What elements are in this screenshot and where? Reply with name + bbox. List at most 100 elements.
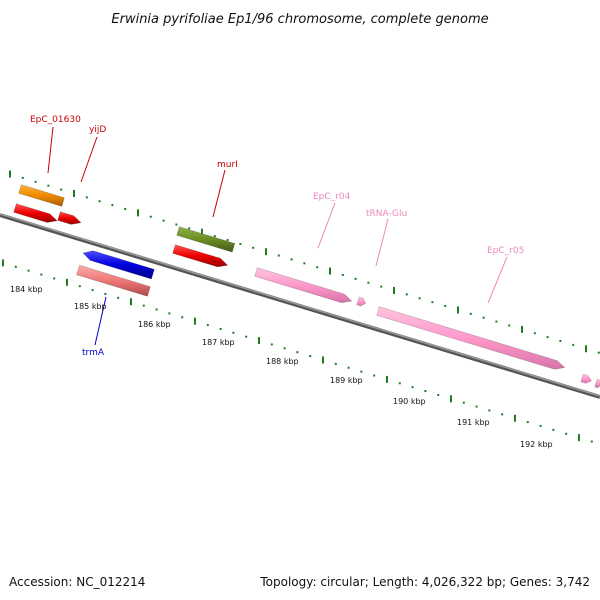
- feature-epc-01630-red: [13, 203, 58, 223]
- outer-track-minor-dot: [277, 254, 280, 257]
- inner-track-minor-dot: [590, 440, 593, 443]
- outer-track-minor-dot: [226, 239, 229, 242]
- label-epc-01630: EpC_01630: [30, 115, 81, 125]
- inner-track-minor-dot: [155, 308, 158, 311]
- inner-track-minor-dot: [14, 265, 17, 268]
- outer-track-minor-dot: [239, 242, 242, 245]
- inner-track-minor-dot: [296, 351, 299, 354]
- outer-track-minor-dot: [188, 227, 191, 230]
- inner-track-minor-dot: [53, 277, 56, 280]
- inner-track-minor-dot: [78, 285, 81, 288]
- inner-track-minor-dot: [168, 312, 171, 315]
- outer-track-minor-dot: [508, 324, 511, 327]
- label-yijd: yijD: [89, 125, 106, 135]
- inner-track-minor-dot: [40, 273, 43, 276]
- outer-track-minor-dot: [533, 332, 536, 335]
- inner-track-minor-dot: [232, 331, 235, 334]
- feature-muri-red: [172, 244, 229, 268]
- outer-track-minor-dot: [495, 320, 498, 323]
- inner-track-minor-dot: [360, 370, 363, 373]
- inner-track-minor-dot: [526, 421, 529, 424]
- outer-track-minor-dot: [380, 285, 383, 288]
- outer-track-minor-dot: [47, 184, 50, 187]
- outer-track-minor-dot: [290, 258, 293, 261]
- label-trma: trmA: [82, 348, 105, 358]
- callout-trma: [94, 296, 107, 346]
- tick-label-186: 186 kbp: [138, 320, 171, 329]
- outer-track-minor-dot: [111, 204, 114, 207]
- tick-label-184: 184 kbp: [10, 285, 43, 294]
- callout-trna-glu: [375, 218, 389, 267]
- outer-track-minor-dot: [572, 343, 575, 346]
- tick-label-189: 189 kbp: [330, 376, 363, 385]
- inner-track-minor-dot: [347, 366, 350, 369]
- inner-track-minor-dot: [181, 316, 184, 319]
- backbone: [0, 213, 600, 399]
- feature-trna-glu-pink: [356, 296, 367, 307]
- inner-track-minor-dot: [309, 355, 312, 358]
- outer-track-minor-dot: [469, 312, 472, 315]
- callout-yijd: [80, 136, 98, 183]
- outer-track-minor-dot: [60, 188, 63, 191]
- inner-track-minor-dot: [91, 289, 94, 292]
- accession-text: Accession: NC_012214: [9, 575, 145, 589]
- outer-track-minor-dot: [341, 273, 344, 276]
- outer-track-minor-dot: [482, 316, 485, 319]
- inner-track-minor-dot: [373, 374, 376, 377]
- label-trna-glu: tRNA-Glu: [366, 209, 407, 219]
- inner-track-minor-dot: [334, 362, 337, 365]
- feature-yijd-red: [57, 211, 82, 225]
- inner-track-minor-dot: [398, 382, 401, 385]
- callout-muri: [212, 169, 226, 218]
- tick-label-185: 185 kbp: [74, 302, 107, 311]
- outer-track-minor-dot: [405, 293, 408, 296]
- inner-track-minor-dot: [27, 269, 30, 272]
- feature-next-pink-1: [580, 373, 593, 384]
- outer-track-minor-dot: [316, 266, 319, 269]
- inner-track-minor-dot: [219, 327, 222, 330]
- outer-track-minor-dot: [124, 207, 127, 210]
- tick-label-190: 190 kbp: [393, 397, 426, 406]
- outer-track-minor-dot: [149, 215, 152, 218]
- callout-epc-01630: [47, 126, 54, 174]
- label-muri: murI: [217, 160, 238, 170]
- inner-dot-track: [2, 259, 593, 443]
- outer-dot-track: [9, 170, 600, 354]
- genome-summary-text: Topology: circular; Length: 4,026,322 bp…: [259, 575, 590, 589]
- feature-trma-salmon: [76, 264, 151, 297]
- feature-layer: [13, 184, 600, 389]
- inner-track-minor-dot: [475, 405, 478, 408]
- feature-labels: EpC_01630 yijD murI EpC_r04 tRNA-Glu EpC…: [30, 115, 524, 358]
- outer-track-minor-dot: [444, 305, 447, 308]
- inner-track-minor-dot: [270, 343, 273, 346]
- outer-track-minor-dot: [559, 339, 562, 342]
- inner-track-minor-dot: [552, 428, 555, 431]
- inner-track-minor-dot: [117, 296, 120, 299]
- outer-track-minor-dot: [431, 301, 434, 304]
- map-title: Erwinia pyrifoliae Ep1/96 chromosome, co…: [111, 12, 488, 27]
- outer-track-minor-dot: [21, 176, 24, 179]
- feature-epc-r04-pink: [254, 267, 353, 304]
- label-epc-r04: EpC_r04: [313, 192, 351, 202]
- inner-track-minor-dot: [437, 393, 440, 396]
- inner-track-minor-dot: [104, 292, 107, 295]
- outer-track-minor-dot: [252, 246, 255, 249]
- label-epc-r05: EpC_r05: [487, 246, 524, 256]
- outer-track-minor-dot: [175, 223, 178, 226]
- tick-label-191: 191 kbp: [457, 418, 490, 427]
- outer-track-minor-dot: [98, 200, 101, 203]
- inner-track-minor-dot: [462, 401, 465, 404]
- tick-label-187: 187 kbp: [202, 338, 235, 347]
- feature-epc-01630-orange: [18, 184, 65, 207]
- outer-track-minor-dot: [367, 281, 370, 284]
- outer-track-minor-dot: [34, 180, 37, 183]
- inner-track-minor-dot: [488, 409, 491, 412]
- feature-epc-r05-pink: [376, 306, 566, 370]
- inner-track-minor-dot: [283, 347, 286, 350]
- tick-label-188: 188 kbp: [266, 357, 299, 366]
- callout-epc-r05: [487, 256, 508, 304]
- inner-track-minor-dot: [206, 324, 209, 327]
- callout-epc-r04: [317, 202, 336, 249]
- outer-track-minor-dot: [303, 262, 306, 265]
